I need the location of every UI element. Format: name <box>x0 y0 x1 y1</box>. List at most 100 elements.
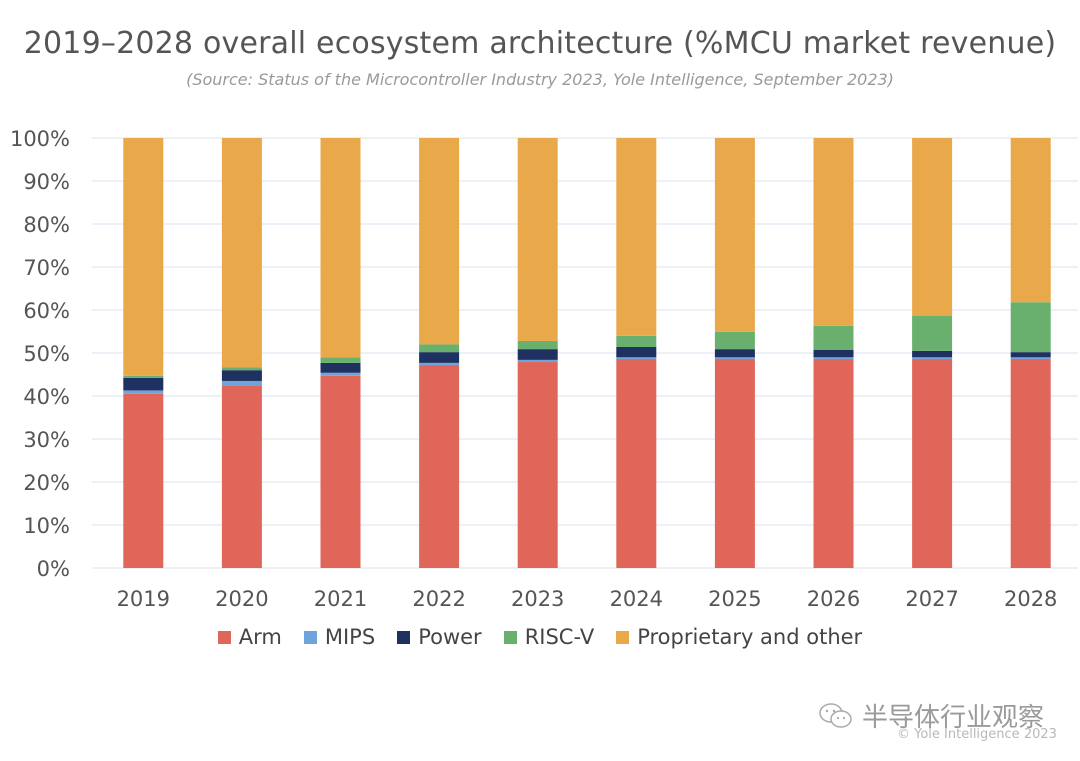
watermark-text: 半导体行业观察 <box>862 703 1045 733</box>
bar-mips-2019 <box>123 390 164 394</box>
bar-proprietary-and-other-2028 <box>1010 138 1051 303</box>
bar-risc-v-2022 <box>419 344 460 353</box>
y-tick-label: 100% <box>10 127 70 151</box>
y-tick-label: 0% <box>37 557 70 581</box>
bar-power-2025 <box>714 349 755 358</box>
bar-stack-2026 <box>813 138 854 568</box>
bar-arm-2021 <box>320 375 361 568</box>
bar-arm-2027 <box>912 359 953 568</box>
bar-risc-v-2024 <box>616 335 657 347</box>
bar-mips-2021 <box>320 372 361 376</box>
legend-item-power: Power <box>397 625 482 649</box>
bar-power-2019 <box>123 377 164 391</box>
legend-item-arm: Arm <box>217 625 282 649</box>
bar-proprietary-and-other-2021 <box>320 138 361 358</box>
y-tick-label: 30% <box>23 428 70 452</box>
bar-risc-v-2027 <box>912 316 953 351</box>
bar-stack-2023 <box>517 138 558 568</box>
y-tick-label: 40% <box>23 385 70 409</box>
bar-arm-2022 <box>419 365 460 568</box>
wechat-icon <box>819 702 852 728</box>
bar-mips-2025 <box>714 357 755 360</box>
chart-title: 2019–2028 overall ecosystem architecture… <box>23 26 1057 61</box>
legend-swatch <box>616 630 630 644</box>
y-tick-label: 50% <box>23 342 70 366</box>
watermark: 半导体行业观察 <box>818 697 1044 734</box>
chart-legend: Arm MIPS Power RISC-V Proprietary and other <box>0 625 1080 649</box>
x-tick-label: 2023 <box>511 587 564 611</box>
bar-arm-2020 <box>221 385 262 568</box>
y-tick-label: 20% <box>23 471 70 495</box>
legend-item-risc-v: RISC-V <box>503 625 595 649</box>
legend-swatch <box>217 630 231 644</box>
stacked-bar-chart: 0% 10% 20% 30% 40% 50% 60% 70% 80% 90% 100% 2019 20… <box>10 127 1078 611</box>
bar-risc-v-2020 <box>221 367 262 371</box>
bar-stack-2021 <box>320 138 361 568</box>
bar-proprietary-and-other-2022 <box>419 138 460 345</box>
bar-proprietary-and-other-2019 <box>123 138 164 376</box>
bar-arm-2024 <box>616 359 657 568</box>
bar-risc-v-2028 <box>1010 302 1051 353</box>
chart-subtitle: (Source: Status of the Microcontroller I… <box>186 70 894 89</box>
legend-label: Proprietary and other <box>637 625 863 649</box>
bar-power-2027 <box>912 350 953 358</box>
x-tick-label: 2021 <box>314 587 367 611</box>
x-tick-label: 2019 <box>117 587 170 611</box>
legend-item-proprietary-and-other: Proprietary and other <box>616 625 862 649</box>
bar-power-2022 <box>419 352 460 363</box>
bar-mips-2028 <box>1010 357 1051 360</box>
bar-power-2024 <box>616 346 657 358</box>
legend-label: Arm <box>238 625 282 649</box>
bar-risc-v-2019 <box>123 375 164 378</box>
x-tick-label: 2028 <box>1004 587 1057 611</box>
legend-label: MIPS <box>324 625 376 649</box>
bar-stack-2020 <box>221 138 262 568</box>
y-tick-label: 10% <box>23 514 70 538</box>
bar-mips-2026 <box>813 357 854 360</box>
bar-stack-2024 <box>616 138 657 568</box>
copyright: © Yole Intelligence 2023 <box>897 727 1057 742</box>
x-tick-label: 2024 <box>610 587 663 611</box>
bar-stack-2027 <box>912 138 953 568</box>
bar-arm-2026 <box>813 359 854 568</box>
bar-stack-2028 <box>1010 138 1051 568</box>
bar-proprietary-and-other-2023 <box>517 138 558 341</box>
bar-mips-2024 <box>616 357 657 360</box>
bar-power-2023 <box>517 349 558 360</box>
bar-mips-2020 <box>221 380 262 386</box>
bar-proprietary-and-other-2020 <box>221 138 262 368</box>
y-tick-label: 60% <box>23 299 70 323</box>
bar-risc-v-2023 <box>517 340 558 350</box>
x-tick-label: 2025 <box>708 587 761 611</box>
x-tick-label: 2027 <box>905 587 958 611</box>
bar-mips-2023 <box>517 359 558 363</box>
legend-item-mips: MIPS <box>303 625 376 649</box>
bar-proprietary-and-other-2024 <box>616 138 657 336</box>
y-tick-label: 70% <box>23 256 70 280</box>
bar-stack-2022 <box>419 138 460 568</box>
legend-label: Power <box>418 625 482 649</box>
y-tick-label: 90% <box>23 170 70 194</box>
bar-risc-v-2021 <box>320 357 361 363</box>
x-tick-label: 2020 <box>215 587 268 611</box>
bar-power-2020 <box>221 370 262 381</box>
legend-swatch <box>503 630 517 644</box>
bar-power-2028 <box>1010 352 1051 358</box>
bar-proprietary-and-other-2025 <box>714 138 755 332</box>
x-tick-label: 2026 <box>807 587 860 611</box>
bar-mips-2022 <box>419 362 460 366</box>
x-tick-label: 2022 <box>412 587 465 611</box>
bar-power-2026 <box>813 349 854 358</box>
bar-power-2021 <box>320 362 361 373</box>
bar-stack-2019 <box>123 138 164 568</box>
legend-swatch <box>303 630 317 644</box>
bar-risc-v-2026 <box>813 325 854 350</box>
bar-proprietary-and-other-2026 <box>813 138 854 326</box>
y-tick-label: 80% <box>23 213 70 237</box>
bar-proprietary-and-other-2027 <box>912 138 953 317</box>
bar-mips-2027 <box>912 357 953 360</box>
legend-swatch <box>397 630 411 644</box>
legend-label: RISC-V <box>524 625 595 649</box>
bar-arm-2019 <box>123 393 164 568</box>
bar-risc-v-2025 <box>714 331 755 350</box>
